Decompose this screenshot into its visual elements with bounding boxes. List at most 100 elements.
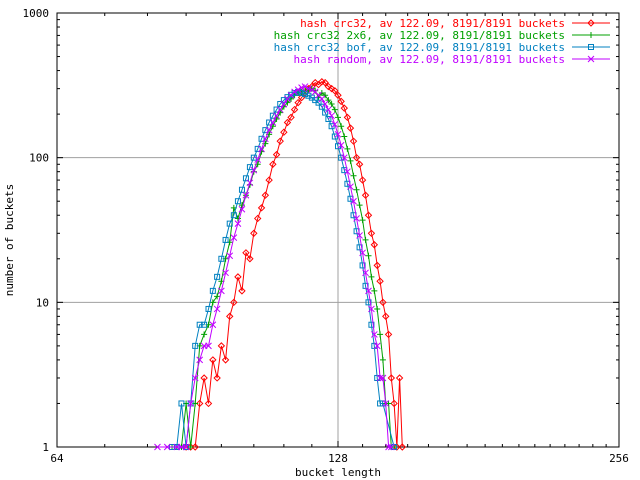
series-2-point <box>338 123 345 130</box>
series-1-point <box>221 356 230 364</box>
series-4-point <box>280 100 288 108</box>
series-2-point <box>344 145 351 152</box>
series-2-legend-marker <box>588 32 594 38</box>
series-1-point <box>280 128 288 136</box>
series-4-point <box>238 205 246 213</box>
series-4-point <box>222 269 229 277</box>
series-2-point <box>377 331 384 338</box>
series-1-point <box>283 118 292 127</box>
series-2-point <box>353 186 360 193</box>
series-1-point <box>290 105 299 114</box>
series-1-point <box>200 374 208 382</box>
series-1-point <box>352 153 361 162</box>
series-1 <box>182 78 407 451</box>
series-2-point <box>371 287 378 294</box>
series-1-point <box>265 176 273 184</box>
series-4-point <box>269 119 277 126</box>
series-4-point <box>347 183 354 191</box>
series-2-legend-label: hash crc32 2x6, av 122.09, 8191/8191 buc… <box>274 29 565 42</box>
series-4-point <box>382 400 390 407</box>
series-1-point <box>370 241 379 249</box>
series-2-point <box>209 299 216 306</box>
series-4-point <box>379 374 387 382</box>
series-3-point <box>266 119 273 126</box>
series-2-point <box>234 215 241 222</box>
series-1-point <box>217 342 226 350</box>
series-1-point <box>209 356 217 364</box>
series-1-point <box>327 84 336 93</box>
series-3-point <box>201 321 208 328</box>
series-3-point <box>315 99 322 106</box>
series-3-point <box>234 198 241 205</box>
series-2-point <box>368 273 375 280</box>
series-2-point <box>214 293 221 300</box>
series-2-point <box>379 356 386 363</box>
series-3-legend-marker <box>588 44 594 50</box>
series-1-point <box>373 261 381 270</box>
series-4-point <box>250 166 258 174</box>
series-1-point <box>382 312 390 321</box>
series-1-point <box>364 211 373 219</box>
series-4-point <box>368 305 375 313</box>
series-1-point <box>269 160 277 168</box>
series-1-point <box>358 176 367 184</box>
series-4-point <box>230 234 238 241</box>
y-axis-label: number of buckets <box>3 184 16 297</box>
x-tick-label: 64 <box>50 452 64 465</box>
series-4-point <box>385 443 392 451</box>
series-layer <box>154 78 407 451</box>
y-tick-label: 100 <box>29 152 49 165</box>
x-axis-label: bucket length <box>295 466 381 479</box>
series-4-point <box>370 331 378 338</box>
series-1-point <box>272 150 281 159</box>
series-4-point <box>321 100 329 108</box>
series-2-point <box>356 202 363 209</box>
series-1-point <box>324 82 333 91</box>
series-2-point <box>347 157 354 164</box>
series-1-point <box>390 399 398 408</box>
series-3-point <box>368 321 375 328</box>
series-4-point <box>209 321 217 329</box>
series-3-point <box>209 287 216 294</box>
series-3-point <box>291 89 298 96</box>
grid <box>57 13 619 447</box>
series-3-point <box>178 400 185 407</box>
series-4-point <box>337 141 345 149</box>
series-4-point <box>365 287 372 295</box>
series-1-legend-label: hash crc32, av 122.09, 8191/8191 buckets <box>300 17 565 30</box>
series-4-point <box>291 88 298 96</box>
series-4-point <box>163 443 171 451</box>
series-4-point <box>387 443 395 451</box>
series-4-point <box>325 106 332 113</box>
series-4 <box>154 83 395 451</box>
series-1-point <box>195 399 204 408</box>
series-3-point <box>254 145 261 152</box>
series-2-point <box>331 106 338 113</box>
series-4-point <box>218 287 225 295</box>
series-1-point <box>234 273 242 281</box>
series-4-point <box>205 342 212 350</box>
series-1-point <box>213 374 221 382</box>
series-4-point <box>213 305 221 313</box>
series-4-point <box>373 342 381 350</box>
series-3-point <box>262 127 269 134</box>
x-tick-label: 128 <box>328 452 348 465</box>
series-1-point <box>331 87 339 95</box>
series-1-point <box>238 287 246 295</box>
series-1-point <box>253 214 262 223</box>
series-4-point <box>350 197 357 205</box>
series-3-point <box>305 92 312 99</box>
series-4-point <box>265 126 273 134</box>
series-3-point <box>298 89 305 96</box>
series-1-point <box>191 443 199 451</box>
series-1-point <box>376 277 384 285</box>
series-4-point <box>258 145 265 153</box>
series-2-point <box>374 305 381 312</box>
series-3-point <box>205 305 212 312</box>
series-1-point <box>204 399 213 408</box>
y-tick-label: 10 <box>36 296 49 309</box>
series-3-point <box>230 212 237 219</box>
series-3-point <box>218 255 225 262</box>
series-2-point <box>350 172 357 179</box>
